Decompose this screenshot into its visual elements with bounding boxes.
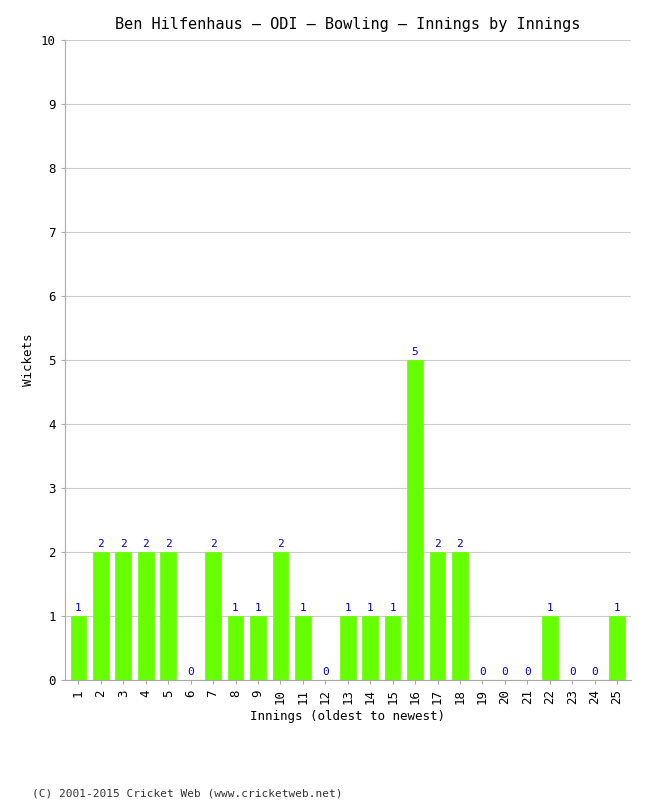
- Bar: [227, 616, 243, 680]
- Text: 1: 1: [232, 603, 239, 613]
- Text: (C) 2001-2015 Cricket Web (www.cricketweb.net): (C) 2001-2015 Cricket Web (www.cricketwe…: [32, 788, 343, 798]
- Bar: [609, 616, 625, 680]
- Bar: [407, 360, 423, 680]
- Text: 2: 2: [456, 539, 463, 549]
- Bar: [340, 616, 356, 680]
- Text: 1: 1: [255, 603, 261, 613]
- Text: 0: 0: [322, 666, 329, 677]
- Text: 1: 1: [547, 603, 553, 613]
- Text: 2: 2: [165, 539, 172, 549]
- Bar: [116, 552, 131, 680]
- Title: Ben Hilfenhaus – ODI – Bowling – Innings by Innings: Ben Hilfenhaus – ODI – Bowling – Innings…: [115, 17, 580, 32]
- Text: 0: 0: [187, 666, 194, 677]
- X-axis label: Innings (oldest to newest): Innings (oldest to newest): [250, 710, 445, 722]
- Text: 5: 5: [411, 347, 419, 357]
- Bar: [205, 552, 221, 680]
- Text: 1: 1: [300, 603, 306, 613]
- Text: 2: 2: [98, 539, 104, 549]
- Y-axis label: Wickets: Wickets: [22, 334, 35, 386]
- Text: 1: 1: [367, 603, 374, 613]
- Text: 0: 0: [569, 666, 575, 677]
- Bar: [385, 616, 400, 680]
- Text: 0: 0: [501, 666, 508, 677]
- Text: 0: 0: [524, 666, 530, 677]
- Bar: [362, 616, 378, 680]
- Text: 2: 2: [120, 539, 127, 549]
- Bar: [452, 552, 468, 680]
- Text: 2: 2: [210, 539, 216, 549]
- Text: 1: 1: [75, 603, 82, 613]
- Bar: [161, 552, 176, 680]
- Bar: [430, 552, 445, 680]
- Text: 2: 2: [434, 539, 441, 549]
- Text: 2: 2: [142, 539, 149, 549]
- Text: 0: 0: [479, 666, 486, 677]
- Text: 1: 1: [614, 603, 620, 613]
- Text: 0: 0: [592, 666, 598, 677]
- Bar: [138, 552, 153, 680]
- Text: 2: 2: [277, 539, 284, 549]
- Bar: [542, 616, 558, 680]
- Text: 1: 1: [389, 603, 396, 613]
- Bar: [93, 552, 109, 680]
- Bar: [250, 616, 266, 680]
- Text: 1: 1: [344, 603, 351, 613]
- Bar: [272, 552, 289, 680]
- Bar: [71, 616, 86, 680]
- Bar: [295, 616, 311, 680]
